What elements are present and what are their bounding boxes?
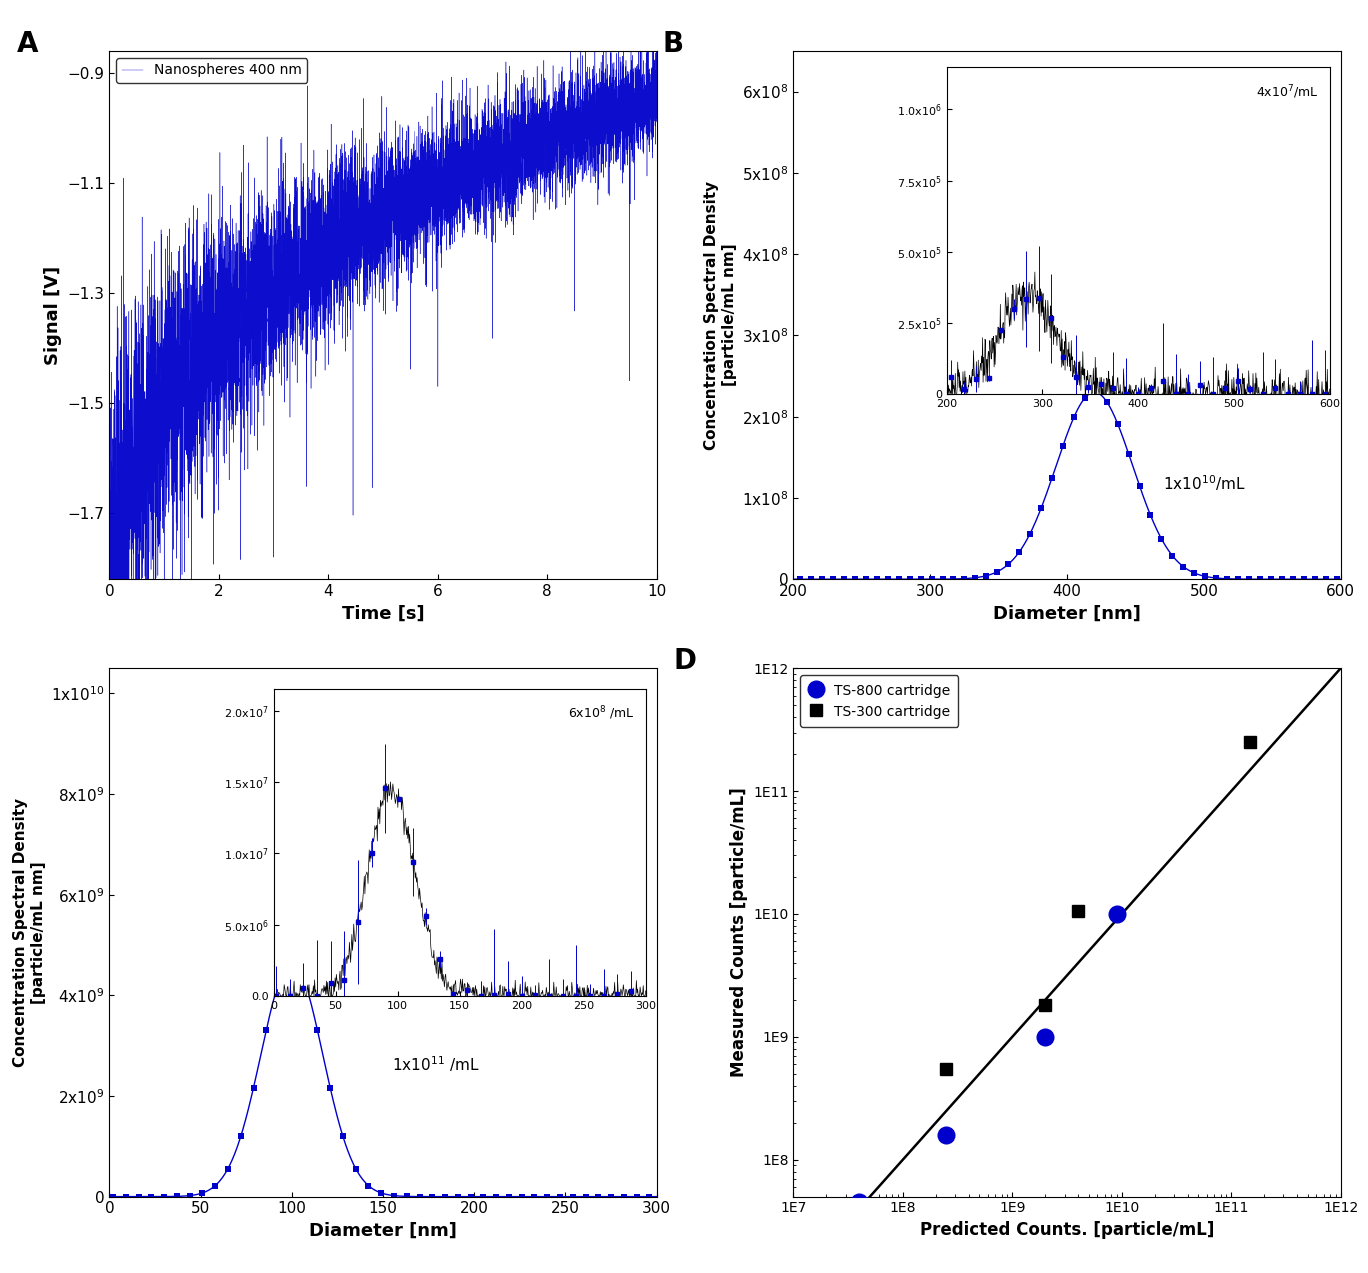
TS-800 cartridge — [1108, 906, 1124, 922]
TS-300 cartridge — [1037, 998, 1053, 1013]
TS-800 cartridge — [851, 1194, 867, 1209]
Y-axis label: Concentration Spectral Density
[particle/mL nm]: Concentration Spectral Density [particle… — [14, 798, 45, 1067]
Text: A: A — [16, 29, 38, 57]
Line: TS-300 cartridge: TS-300 cartridge — [940, 736, 1257, 1074]
TS-300 cartridge — [938, 1062, 955, 1077]
TS-800 cartridge — [938, 1127, 955, 1142]
X-axis label: Time [s]: Time [s] — [342, 605, 424, 622]
Line: TS-800 cartridge: TS-800 cartridge — [851, 905, 1124, 1211]
X-axis label: Diameter [nm]: Diameter [nm] — [993, 605, 1141, 622]
Y-axis label: Signal [V]: Signal [V] — [44, 266, 62, 364]
Legend: TS-800 cartridge, TS-300 cartridge: TS-800 cartridge, TS-300 cartridge — [800, 675, 959, 727]
X-axis label: Diameter [nm]: Diameter [nm] — [309, 1222, 457, 1240]
Y-axis label: Concentration Spectral Density
[particle/mL nm]: Concentration Spectral Density [particle… — [705, 181, 737, 449]
Y-axis label: Measured Counts [particle/mL]: Measured Counts [particle/mL] — [729, 788, 748, 1077]
Text: 1x10$^{10}$/mL: 1x10$^{10}$/mL — [1163, 474, 1245, 493]
Legend: Nanospheres 400 nm: Nanospheres 400 nm — [116, 57, 308, 83]
TS-300 cartridge — [1242, 735, 1259, 750]
Text: B: B — [662, 29, 683, 57]
X-axis label: Predicted Counts. [particle/mL]: Predicted Counts. [particle/mL] — [919, 1221, 1215, 1239]
TS-800 cartridge — [1037, 1029, 1053, 1044]
TS-300 cartridge — [1070, 904, 1086, 919]
Text: D: D — [673, 647, 696, 675]
Text: 1x10$^{11}$ /mL: 1x10$^{11}$ /mL — [393, 1054, 480, 1074]
